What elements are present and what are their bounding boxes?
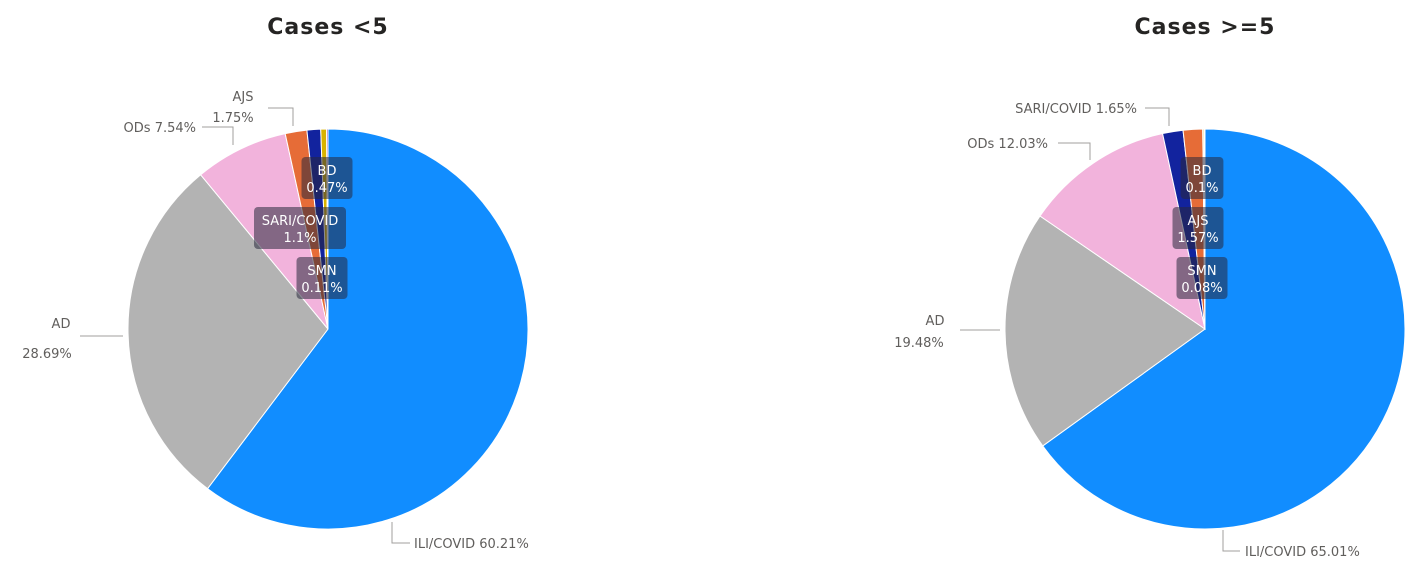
pie-left: ILI/COVID 60.21% AD 28.69% ODs 7.54% AJS 1.75… — [22, 90, 529, 552]
callout-label-right-smn: SMN — [1187, 264, 1216, 279]
callout-box-left-bd — [301, 157, 353, 199]
callout-label-left-bd: BD — [318, 164, 337, 179]
callout-box-left-sari-covid — [254, 207, 346, 249]
callout-value-right-bd: 0.1% — [1185, 181, 1218, 196]
data-label-right-sari-covid: SARI/COVID 1.65% — [1015, 102, 1137, 117]
chart-title-right: Cases >=5 — [1135, 15, 1276, 40]
pie-slice-right-ad[interactable] — [1004, 215, 1206, 447]
data-label-right-ad-1: 19.48% — [894, 336, 944, 351]
data-label-left-ajs-0: AJS — [233, 90, 254, 105]
data-label-left-ad-0: AD — [52, 317, 71, 332]
callout-label-right-ajs: AJS — [1188, 214, 1209, 229]
leader-line-right-ili-covid — [1222, 530, 1240, 552]
data-label-left-ili-covid: ILI/COVID 60.21% — [414, 537, 529, 552]
pie-slice-left-ili-covid[interactable] — [206, 128, 529, 530]
callout-value-left-smn: 0.11% — [301, 281, 342, 296]
callout-label-left-sari-covid: SARI/COVID — [262, 214, 338, 229]
callout-value-right-smn: 0.08% — [1181, 281, 1222, 296]
callout-label-right-bd: BD — [1193, 164, 1212, 179]
leader-line-right-sari-covid — [1145, 107, 1170, 126]
callout-label-left-smn: SMN — [307, 264, 336, 279]
callout-value-right-ajs: 1.57% — [1177, 231, 1218, 246]
pie-slice-right-ods[interactable] — [1039, 132, 1206, 331]
data-label-left-ajs-1: 1.75% — [212, 111, 253, 126]
data-label-right-ad-0: AD — [926, 314, 945, 329]
leader-line-left-ajs — [268, 107, 294, 126]
data-label-left-ad-1: 28.69% — [22, 347, 72, 362]
leader-line-left-ods — [202, 126, 234, 145]
callout-box-right-ajs — [1172, 207, 1224, 249]
leader-line-left-ili-covid — [391, 522, 410, 544]
callout-box-left-smn — [296, 257, 348, 299]
data-label-left-ods: ODs 7.54% — [124, 121, 196, 136]
data-label-right-ods: ODs 12.03% — [967, 137, 1048, 152]
callout-value-left-sari-covid: 1.1% — [283, 231, 316, 246]
callout-box-right-bd — [1180, 157, 1224, 199]
pie-right: ILI/COVID 65.01% AD 19.48% ODs 12.03% SARI/C… — [894, 102, 1406, 560]
pie-slice-right-ili-covid[interactable] — [1042, 128, 1406, 530]
pie-slice-left-ad[interactable] — [127, 174, 329, 490]
callout-box-right-smn — [1176, 257, 1228, 299]
data-label-right-ili-covid: ILI/COVID 65.01% — [1245, 545, 1360, 560]
callout-value-left-bd: 0.47% — [306, 181, 347, 196]
chart-title-left: Cases <5 — [267, 15, 389, 40]
leader-line-right-ods — [1058, 142, 1091, 160]
